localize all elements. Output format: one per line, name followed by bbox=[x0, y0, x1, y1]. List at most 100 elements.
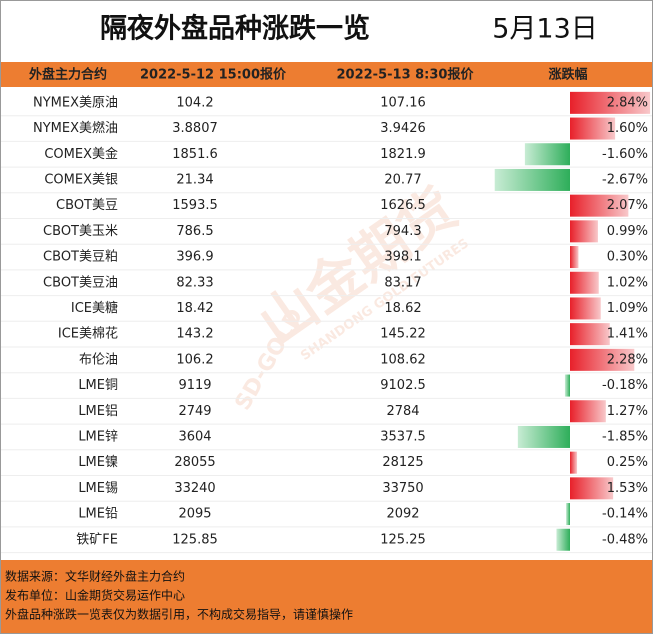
change-bar bbox=[570, 194, 629, 217]
change-label: 1.09% bbox=[607, 301, 648, 316]
contract-name: LME锡 bbox=[78, 481, 118, 496]
price-prev: 125.85 bbox=[172, 532, 218, 547]
change-label: 0.99% bbox=[607, 224, 648, 239]
price-now: 108.62 bbox=[380, 352, 426, 367]
change-bar bbox=[570, 246, 579, 269]
price-prev: 28055 bbox=[174, 455, 215, 470]
price-now: 33750 bbox=[382, 481, 423, 496]
price-now: 1626.5 bbox=[380, 198, 426, 213]
change-bar bbox=[570, 91, 651, 114]
change-label: 1.02% bbox=[607, 275, 648, 290]
price-now: 1821.9 bbox=[380, 147, 426, 162]
price-prev: 82.33 bbox=[176, 275, 213, 290]
change-label: 2.07% bbox=[607, 198, 648, 213]
price-prev: 104.2 bbox=[176, 95, 213, 110]
contract-name: CBOT美豆 bbox=[56, 198, 118, 213]
contract-name: LME锌 bbox=[78, 429, 118, 444]
change-bar bbox=[517, 425, 570, 448]
price-prev: 786.5 bbox=[176, 224, 213, 239]
contract-name: CBOT美豆粕 bbox=[43, 250, 118, 265]
change-label: -1.85% bbox=[602, 429, 648, 444]
change-label: 1.27% bbox=[607, 404, 648, 419]
column-header: 2022-5-13 8:30报价 bbox=[337, 68, 475, 83]
price-now: 20.77 bbox=[384, 172, 421, 187]
change-label: 0.30% bbox=[607, 250, 648, 265]
change-bar bbox=[570, 400, 606, 423]
price-prev: 9119 bbox=[178, 378, 211, 393]
change-bar bbox=[570, 348, 635, 371]
contract-name: ICE美糖 bbox=[71, 300, 118, 316]
price-prev: 1851.6 bbox=[172, 147, 218, 162]
contract-name: LME铅 bbox=[78, 507, 118, 522]
change-bar bbox=[570, 117, 616, 140]
price-prev: 2749 bbox=[178, 404, 211, 419]
change-bar bbox=[570, 451, 578, 474]
change-label: -2.67% bbox=[602, 172, 648, 187]
change-bar bbox=[494, 168, 570, 191]
change-label: 0.25% bbox=[607, 455, 648, 470]
change-label: 2.84% bbox=[607, 95, 648, 110]
price-now: 125.25 bbox=[380, 532, 426, 547]
column-header: 外盘主力合约 bbox=[28, 67, 107, 83]
price-now: 145.22 bbox=[380, 327, 426, 342]
contract-name: CBOT美豆油 bbox=[43, 275, 118, 290]
change-label: -0.18% bbox=[602, 378, 648, 393]
change-bar bbox=[570, 220, 598, 243]
price-prev: 143.2 bbox=[176, 327, 213, 342]
price-now: 2784 bbox=[386, 404, 419, 419]
price-prev: 3604 bbox=[178, 429, 211, 444]
contract-name: NYMEX美燃油 bbox=[33, 120, 118, 136]
price-prev: 3.8807 bbox=[172, 121, 218, 136]
price-now: 398.1 bbox=[384, 250, 421, 265]
change-bar bbox=[564, 374, 570, 397]
change-label: 1.53% bbox=[607, 481, 648, 496]
price-prev: 1593.5 bbox=[172, 198, 218, 213]
price-now: 9102.5 bbox=[380, 378, 426, 393]
column-header: 涨跌幅 bbox=[547, 67, 587, 83]
title: 隔夜外盘品种涨跌一览 bbox=[100, 13, 370, 45]
change-bar bbox=[570, 323, 610, 346]
contract-name: LME铜 bbox=[78, 378, 118, 393]
price-now: 3.9426 bbox=[380, 121, 426, 136]
contract-name: LME铝 bbox=[78, 404, 118, 419]
price-now: 107.16 bbox=[380, 95, 426, 110]
contract-name: 布伦油 bbox=[79, 352, 118, 367]
contract-name: COMEX美银 bbox=[44, 172, 118, 187]
change-bar bbox=[566, 503, 570, 526]
price-prev: 2095 bbox=[178, 507, 211, 522]
column-header: 2022-5-12 15:00报价 bbox=[140, 68, 287, 83]
contract-name: COMEX美金 bbox=[44, 146, 118, 162]
change-label: -0.48% bbox=[602, 532, 648, 547]
price-prev: 33240 bbox=[174, 481, 215, 496]
header-row bbox=[1, 62, 652, 87]
contract-name: NYMEX美原油 bbox=[33, 95, 118, 110]
price-now: 2092 bbox=[386, 507, 419, 522]
change-bar bbox=[570, 271, 599, 294]
contract-name: ICE美棉花 bbox=[58, 326, 118, 342]
footer-line: 发布单位：山金期货交易运作中心 bbox=[5, 588, 185, 603]
price-now: 794.3 bbox=[384, 224, 421, 239]
change-bar bbox=[556, 528, 570, 551]
change-label: 2.28% bbox=[607, 352, 648, 367]
contract-name: 铁矿FE bbox=[76, 532, 118, 547]
footer-line: 数据来源：文华财经外盘主力合约 bbox=[5, 569, 185, 584]
price-now: 28125 bbox=[382, 455, 423, 470]
price-now: 18.62 bbox=[384, 301, 421, 316]
price-now: 83.17 bbox=[384, 275, 421, 290]
change-label: 1.60% bbox=[607, 121, 648, 136]
price-prev: 396.9 bbox=[176, 250, 213, 265]
date: 5月13日 bbox=[492, 14, 598, 45]
footer-line: 外盘品种涨跌一览表仅为数据引用，不构成交易指导，请谨慎操作 bbox=[5, 607, 353, 622]
change-label: 1.41% bbox=[607, 327, 648, 342]
change-bar bbox=[570, 477, 614, 500]
price-prev: 18.42 bbox=[176, 301, 213, 316]
price-prev: 106.2 bbox=[176, 352, 213, 367]
footer bbox=[1, 560, 652, 633]
change-bar bbox=[570, 297, 601, 320]
price-now: 3537.5 bbox=[380, 429, 426, 444]
change-label: -1.60% bbox=[602, 147, 648, 162]
change-bar bbox=[524, 143, 570, 166]
contract-name: CBOT美玉米 bbox=[43, 224, 118, 239]
